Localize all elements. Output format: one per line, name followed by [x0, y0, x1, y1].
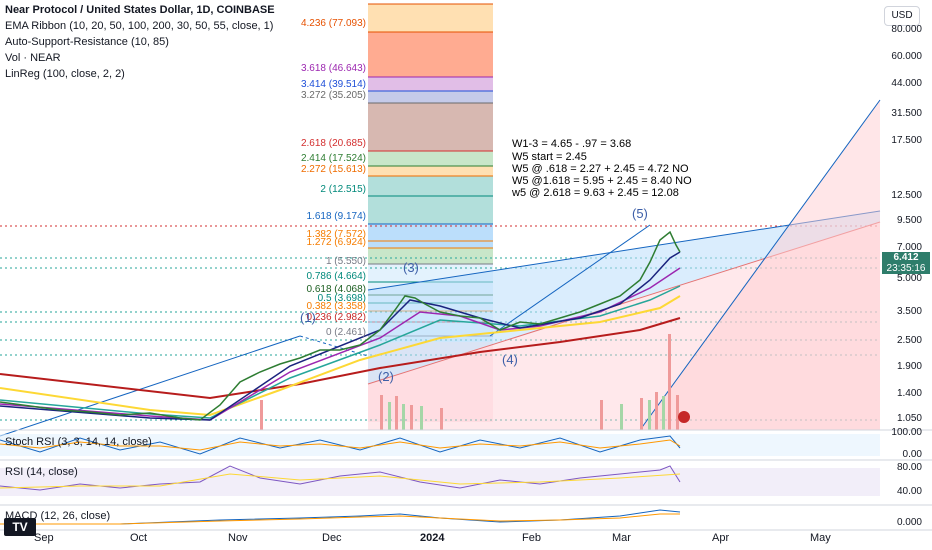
x-axis-label: Oct — [130, 532, 148, 544]
x-axis-label: Nov — [228, 532, 248, 544]
x-axis-label: Sep — [34, 532, 54, 544]
x-axis-label: May — [810, 532, 831, 544]
ema-200-line — [0, 317, 681, 400]
fib-zone — [368, 91, 493, 103]
annotation-line: W1-3 = 4.65 - .97 = 3.68 — [512, 138, 632, 150]
y-axis-label: 60.000 — [891, 51, 922, 62]
stoch-axis-label: 0.00 — [902, 449, 922, 460]
y-axis-label: 1.050 — [896, 413, 922, 424]
ema-100-line — [0, 295, 681, 417]
ema-50-line — [0, 285, 681, 419]
rsi-axis-label: 80.00 — [896, 462, 922, 473]
legend-title: Near Protocol / United States Dollar, 1D… — [5, 4, 275, 16]
y-axis-label: 12.500 — [891, 190, 922, 201]
bar-countdown: 23:35:16 — [886, 263, 926, 274]
fib-zone — [368, 151, 493, 166]
currency-button[interactable]: USD — [884, 6, 920, 26]
y-axis-label: 31.500 — [891, 108, 922, 119]
fib-label: 2 (12.515) — [320, 184, 366, 195]
macd-axis-label: 0.000 — [896, 517, 922, 528]
fib-label: 1.382 (7.572) — [306, 229, 367, 240]
fib-label: 0.786 (4.664) — [306, 271, 367, 282]
rsi-axis-label: 40.00 — [896, 486, 922, 497]
legend-asr[interactable]: Auto-Support-Resistance (10, 85) — [5, 36, 169, 48]
y-axis-label: 1.400 — [896, 388, 922, 399]
fib-label: 3.618 (46.643) — [300, 63, 366, 74]
fib-zone — [368, 32, 493, 77]
fib-zone — [368, 103, 493, 151]
price-tag: 6.412 23:35:16 — [882, 252, 930, 274]
macd-line — [0, 509, 681, 525]
fib-label: 1 (5.550) — [325, 256, 366, 267]
trend-line-left — [0, 335, 301, 437]
ema-10-line — [0, 251, 681, 421]
y-axis-label: 17.500 — [891, 135, 922, 146]
stoch-band — [0, 434, 880, 456]
y-axis-label: 3.500 — [896, 306, 922, 317]
fib-label: 0.618 (4.068) — [306, 284, 367, 295]
wave-label-3: (3) — [403, 260, 419, 275]
fib-label: 2.618 (20.685) — [300, 138, 366, 149]
fib-zone — [368, 4, 493, 32]
annotation-line: W5 @1.618 = 5.95 + 2.45 = 8.40 NO — [512, 175, 692, 187]
stoch-axis-label: 100.00 — [891, 427, 922, 438]
rsi-line — [0, 465, 681, 491]
y-axis-label: 2.500 — [896, 335, 922, 346]
fib-label: 0.5 (3.698) — [317, 293, 366, 304]
fib-label: 2.414 (17.524) — [300, 153, 366, 164]
rsi-ma-line — [0, 473, 681, 489]
wave-label-5: (5) — [632, 206, 648, 221]
fib-label: 1.618 (9.174) — [306, 211, 367, 222]
x-axis-label: 2024 — [420, 532, 445, 544]
stoch-rsi-title[interactable]: Stoch RSI (3, 3, 14, 14, close) — [5, 436, 152, 448]
wave-label-4: (4) — [502, 352, 518, 367]
linreg-channel-upper — [368, 211, 880, 384]
y-axis-label: 5.000 — [896, 273, 922, 284]
annotation-line: w5 @ 2.618 = 9.63 + 2.45 = 12.08 — [512, 187, 679, 199]
x-axis-label: Apr — [712, 532, 730, 544]
y-axis-label: 80.000 — [891, 24, 922, 35]
volume-bars — [260, 334, 679, 430]
fib-label: 4.236 (77.093) — [300, 18, 366, 29]
volume-bars-green — [388, 396, 665, 430]
fib-label: 2.272 (15.613) — [300, 164, 366, 175]
stoch-d-line — [0, 439, 681, 451]
legend-linreg[interactable]: LinReg (100, close, 2, 2) — [5, 68, 125, 80]
fib-label: 0 (2.461) — [325, 327, 366, 338]
y-axis-label: 1.900 — [896, 361, 922, 372]
macd-signal-line — [0, 513, 680, 525]
fib-label: 3.272 (35.205) — [300, 90, 366, 101]
legend-ema[interactable]: EMA Ribbon (10, 20, 50, 100, 200, 30, 50… — [5, 20, 274, 32]
fib-label: 0.382 (3.358) — [306, 301, 367, 312]
y-axis-label: 9.500 — [896, 215, 922, 226]
fib-label: 0.236 (2.982) — [306, 312, 367, 323]
wave-label-2: (2) — [378, 369, 394, 384]
fib-zone — [368, 166, 493, 176]
y-axis-label: 7.000 — [896, 242, 922, 253]
x-axis-label: Dec — [322, 532, 342, 544]
wave-label-1: (1) — [300, 310, 316, 325]
x-axis-label: Feb — [522, 532, 541, 544]
price-line — [0, 230, 681, 421]
tradingview-logo[interactable]: TV — [4, 518, 36, 536]
rsi-title[interactable]: RSI (14, close) — [5, 466, 78, 478]
flag-icon[interactable] — [678, 411, 690, 423]
fib-zone — [368, 224, 493, 248]
fib-zone — [368, 248, 493, 264]
x-axis-label: Mar — [612, 532, 631, 544]
fib-label: 1.272 (6.924) — [306, 237, 367, 248]
fib-label: 3.414 (39.514) — [300, 79, 366, 90]
annotation-line: W5 start = 2.45 — [512, 151, 587, 163]
trend-line-w5 — [489, 224, 651, 337]
fib-zone — [368, 176, 493, 224]
annotation-line: W5 @ .618 = 2.27 + 2.45 = 4.72 NO — [512, 163, 689, 175]
channel-right-line — [639, 99, 881, 431]
fib-zone — [368, 77, 493, 91]
stoch-k-line — [0, 435, 681, 455]
legend-vol[interactable]: Vol · NEAR — [5, 52, 61, 64]
y-axis-label: 44.000 — [891, 78, 922, 89]
current-price: 6.412 — [893, 252, 919, 263]
